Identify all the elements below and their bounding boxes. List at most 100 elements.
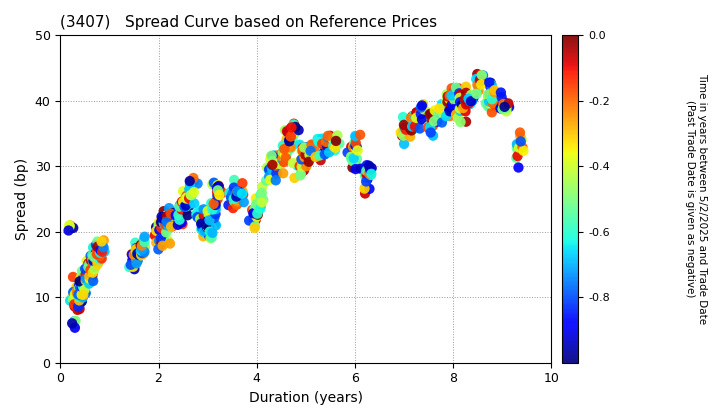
Point [182, 212, 194, 218]
Point [404, 125, 415, 131]
Point [500, 105, 512, 112]
Point [396, 132, 408, 139]
Point [69, 291, 81, 298]
Point [68, 294, 79, 300]
Point [84, 270, 95, 277]
Point [212, 192, 223, 199]
Point [271, 164, 283, 171]
Point [158, 220, 169, 226]
Point [351, 144, 363, 150]
Point [463, 100, 474, 107]
Point [228, 176, 240, 183]
Point [248, 215, 259, 222]
Point [248, 205, 260, 212]
Point [252, 211, 264, 218]
Point [153, 222, 164, 229]
Point [94, 249, 106, 256]
Point [406, 114, 418, 121]
Point [453, 85, 464, 92]
Point [277, 149, 289, 156]
Point [309, 147, 320, 154]
Point [269, 161, 281, 168]
Point [235, 190, 246, 197]
Point [465, 98, 477, 105]
Point [73, 282, 85, 289]
Point [295, 171, 307, 177]
Point [73, 294, 85, 301]
Point [285, 145, 297, 152]
Point [324, 138, 336, 144]
Point [441, 113, 452, 120]
Point [177, 221, 189, 228]
Point [139, 244, 150, 250]
Point [459, 103, 470, 110]
Point [284, 144, 296, 150]
Point [212, 187, 224, 194]
Point [225, 194, 237, 201]
Point [150, 228, 162, 234]
Point [463, 95, 474, 102]
Point [348, 144, 359, 150]
Point [185, 191, 197, 198]
Point [413, 111, 425, 118]
Point [477, 72, 489, 79]
Point [209, 208, 220, 215]
Point [94, 253, 106, 260]
Point [503, 104, 515, 110]
Point [426, 116, 438, 123]
Point [414, 125, 426, 132]
Point [488, 101, 500, 108]
Point [347, 164, 359, 171]
Point [78, 283, 90, 290]
Point [418, 101, 429, 108]
Point [433, 105, 445, 112]
Point [156, 234, 167, 241]
Point [405, 133, 416, 140]
Point [265, 156, 276, 163]
Point [232, 198, 243, 205]
Point [202, 218, 214, 225]
Point [296, 156, 307, 163]
Point [131, 249, 143, 256]
Point [73, 304, 84, 311]
Point [455, 91, 467, 98]
Point [363, 163, 374, 169]
Point [158, 237, 170, 244]
Point [163, 212, 175, 219]
Point [153, 226, 165, 233]
Point [77, 294, 89, 301]
Point [194, 217, 206, 223]
Point [150, 239, 162, 246]
Point [163, 210, 175, 216]
Point [513, 144, 525, 151]
Point [215, 187, 226, 194]
Point [87, 270, 99, 276]
Point [361, 176, 373, 183]
Point [161, 229, 172, 236]
Point [180, 202, 192, 208]
Point [251, 198, 263, 205]
Point [176, 201, 187, 208]
Point [270, 162, 282, 169]
Point [65, 222, 76, 229]
Point [189, 200, 200, 207]
Point [228, 195, 240, 202]
Point [76, 277, 88, 284]
Point [164, 222, 176, 229]
Point [282, 149, 293, 155]
Point [204, 228, 215, 235]
Point [319, 147, 330, 154]
Point [499, 102, 510, 109]
Point [416, 102, 428, 109]
Point [280, 153, 292, 160]
Point [80, 271, 91, 278]
Point [436, 119, 448, 126]
Point [74, 306, 86, 312]
Point [94, 245, 105, 252]
Point [75, 274, 86, 281]
Point [350, 166, 361, 173]
Point [194, 215, 206, 222]
Point [312, 139, 324, 145]
Point [501, 102, 513, 108]
Point [90, 250, 102, 257]
